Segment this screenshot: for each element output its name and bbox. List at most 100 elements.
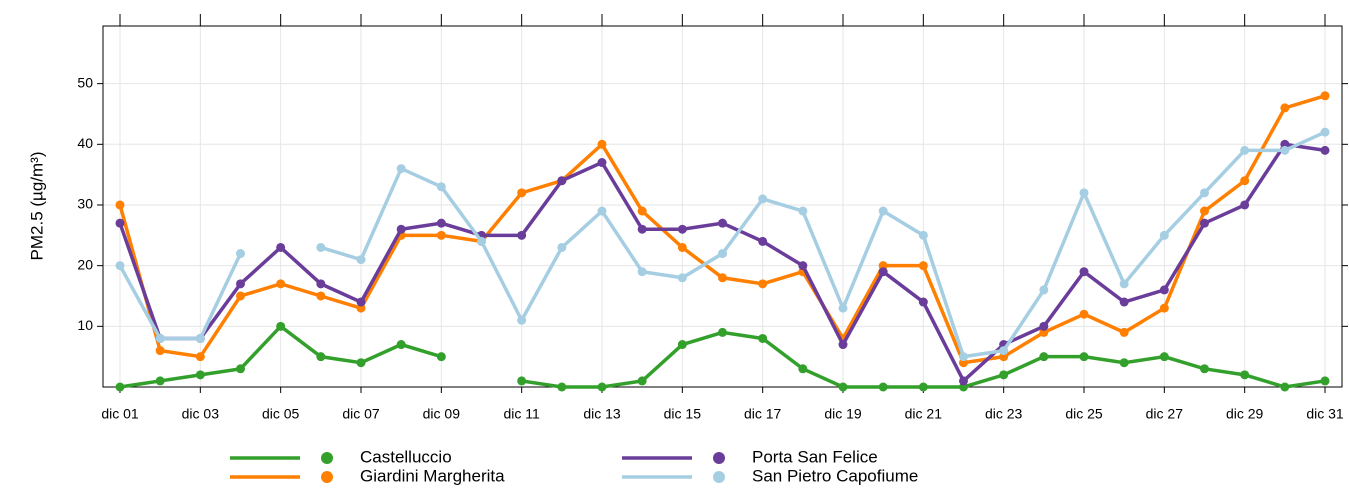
data-point [1039,285,1049,295]
data-point [798,261,808,271]
legend-label: Giardini Margherita [360,466,505,485]
series-line [118,142,1326,384]
data-point [276,279,286,289]
x-tick-label: dic 29 [1226,406,1264,422]
data-point [1119,279,1129,289]
data-point [918,230,928,240]
x-tick-label: dic 25 [1065,406,1103,422]
legend-dot [713,452,725,464]
data-point [999,370,1009,380]
data-point [1240,176,1250,186]
data-point [918,297,928,307]
data-point [1039,321,1049,331]
data-point [557,176,567,186]
data-point [557,382,567,392]
data-point [155,346,165,356]
data-point [1200,206,1209,216]
data-point [878,206,888,216]
data-point [276,242,286,252]
data-point [718,327,727,337]
data-point [1240,200,1250,210]
data-point [637,376,647,386]
data-point [115,218,125,228]
data-point [597,382,607,392]
x-tick-label: dic 07 [342,406,380,422]
series-line [118,94,1326,365]
data-point [517,315,527,325]
data-point [758,279,768,289]
data-point [1280,145,1290,155]
data-point [1039,352,1049,362]
data-point [1119,327,1129,337]
legend-label: Castelluccio [360,447,452,466]
data-point [316,291,326,301]
plot-frame [102,25,1343,388]
data-point [677,224,687,234]
data-point [1159,285,1169,295]
x-tick-label: dic 05 [262,406,300,422]
x-tick-label: dic 31 [1306,406,1344,422]
data-point [155,376,165,386]
data-point [115,382,125,392]
data-point [557,242,567,252]
data-point [436,230,446,240]
data-point [597,158,607,168]
data-point [1079,352,1089,362]
x-tick-label: dic 27 [1146,406,1184,422]
data-point [115,200,125,210]
data-point [276,321,286,331]
data-point [356,358,366,368]
data-point [356,297,366,307]
data-point [677,273,687,283]
x-tick-label: dic 09 [423,406,461,422]
legend-label: San Pietro Capofiume [752,466,918,485]
data-point [436,218,446,228]
data-point [316,242,326,252]
data-point [597,139,607,149]
data-point [316,279,326,289]
data-point [195,352,205,362]
data-point [1320,127,1330,137]
data-point [436,182,446,192]
data-point [1280,382,1290,392]
data-point [1240,145,1250,155]
data-point [396,224,406,234]
data-point [115,261,125,271]
data-point [1320,376,1330,386]
data-point [195,370,205,380]
data-point [637,267,647,277]
data-point [1159,230,1169,240]
y-axis-label: PM2.5 (µg/m³) [27,152,46,261]
data-point [798,206,808,216]
legend-dot [321,471,333,483]
data-point [718,218,727,228]
data-point [597,206,607,216]
data-point [1079,309,1089,319]
data-point [195,333,205,343]
data-point [236,364,245,374]
x-tick-label: dic 15 [664,406,702,422]
data-point [718,273,727,283]
data-point [1079,188,1089,198]
data-point [396,164,406,174]
data-point [758,236,768,246]
data-point [838,340,848,350]
x-tick-label: dic 03 [182,406,220,422]
data-point [838,303,848,313]
data-point [517,188,527,198]
data-point [236,249,245,259]
data-point [517,230,527,240]
data-point [155,333,165,343]
legend-dot [713,471,725,483]
legend-label: Porta San Felice [752,447,878,466]
data-point [1200,218,1209,228]
data-point [396,340,406,350]
data-point [517,376,527,386]
data-point [1159,352,1169,362]
x-tick-label: dic 13 [583,406,621,422]
data-point [1280,103,1290,113]
data-point [1079,267,1089,277]
data-point [1119,358,1129,368]
